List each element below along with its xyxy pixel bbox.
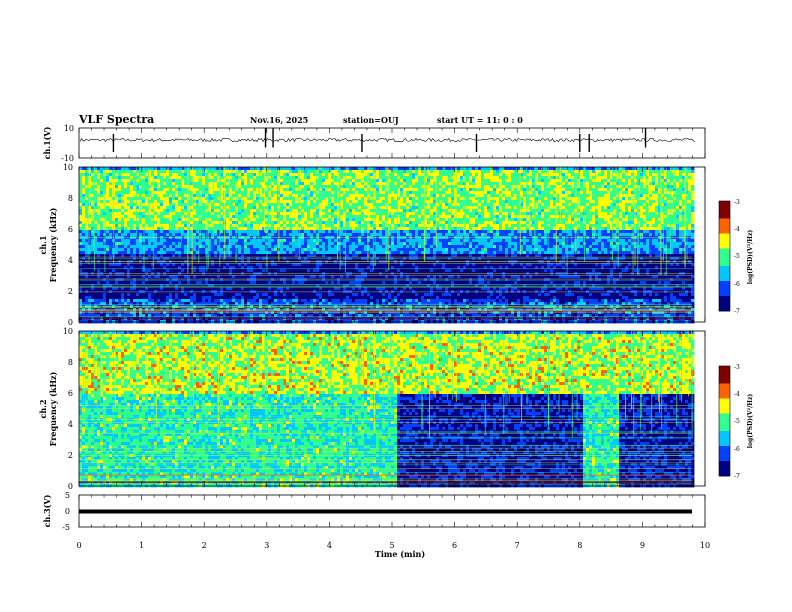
ch3-ytick-bottom: -5 bbox=[62, 523, 70, 532]
ch1-colorbar-frame bbox=[718, 200, 731, 312]
ch2-spectrogram-ylabel: Frequency (kHz) bbox=[48, 371, 58, 446]
ch2-cb-tick-m7: -7 bbox=[734, 473, 740, 480]
ch2-spectrogram-channel-label: ch.2 bbox=[38, 399, 48, 418]
ch3-ytick-top: 5 bbox=[65, 491, 70, 500]
ch1-colorbar-label: log(PSD)(V²/Hz) bbox=[747, 230, 754, 285]
ch2-colorbar: -3 -4 -5 -6 -7 log(PSD)(V²/Hz) bbox=[718, 364, 754, 480]
ch1-ytick-2: 2 bbox=[68, 287, 73, 296]
ch1-ytick-10: 10 bbox=[63, 163, 73, 172]
ch2-ytick-2: 2 bbox=[68, 451, 73, 460]
ch1-spectrogram-image bbox=[79, 167, 695, 324]
xtick-10: 10 bbox=[700, 541, 710, 550]
xtick-2: 2 bbox=[202, 541, 207, 550]
ch1-spikes bbox=[112, 128, 647, 152]
ch1-cb-tick-m3: -3 bbox=[734, 199, 740, 206]
ch2-cb-tick-m4: -4 bbox=[734, 391, 740, 398]
x-tick-marks bbox=[78, 128, 706, 527]
xtick-0: 0 bbox=[76, 541, 81, 550]
ch2-colorbar-label: log(PSD)(V²/Hz) bbox=[747, 394, 754, 449]
ch2-spectrogram-image bbox=[79, 331, 695, 488]
x-axis-label: Time (min) bbox=[375, 549, 425, 559]
ch2-spectrogram-panel: 0 2 4 6 8 10 ch.2 Frequency (kHz) bbox=[38, 327, 706, 491]
ch2-cb-tick-m3: -3 bbox=[734, 364, 740, 371]
ch2-ytick-0: 0 bbox=[68, 482, 73, 491]
xtick-3: 3 bbox=[264, 541, 269, 550]
header-station: station=OUJ bbox=[343, 115, 399, 125]
xtick-5: 5 bbox=[389, 541, 394, 550]
ch1-ytick-bottom: -10 bbox=[61, 154, 74, 163]
ch1-ytick-8: 8 bbox=[68, 194, 73, 203]
ch1-spectrogram-yticks: 0 2 4 6 8 10 bbox=[63, 163, 73, 327]
header-date: Nov.16, 2025 bbox=[250, 115, 308, 125]
ch1-colorbar: -3 -4 -5 -6 -7 log(PSD)(V²/Hz) bbox=[718, 199, 754, 315]
ch1-ytick-top: 10 bbox=[64, 124, 74, 133]
ch1-cb-tick-m4: -4 bbox=[734, 226, 740, 233]
ch2-colorbar-gradient bbox=[719, 366, 730, 477]
ch1-spectrogram-channel-label: ch.1 bbox=[38, 235, 48, 254]
ch2-spectrogram-yticks: 0 2 4 6 8 10 bbox=[63, 327, 73, 491]
ch1-ytick-0: 0 bbox=[68, 318, 73, 327]
ch2-ytick-4: 4 bbox=[68, 420, 73, 429]
ch3-ytick-mid: 0 bbox=[65, 507, 70, 516]
figure-title: VLF Spectra bbox=[78, 113, 154, 126]
ch2-cb-tick-m5: -5 bbox=[734, 418, 740, 425]
ch2-ytick-10: 10 bbox=[63, 327, 73, 336]
ch1-cb-tick-m7: -7 bbox=[734, 308, 740, 315]
xtick-6: 6 bbox=[452, 541, 457, 550]
ch1-ytick-6: 6 bbox=[68, 225, 73, 234]
ch1-ytick-4: 4 bbox=[68, 256, 73, 265]
header-start-time: start UT = 11: 0 : 0 bbox=[437, 115, 523, 125]
xtick-9: 9 bbox=[640, 541, 645, 550]
ch1-cb-tick-m6: -6 bbox=[734, 281, 740, 288]
ch1-waveform-trace bbox=[79, 137, 696, 143]
ch1-colorbar-gradient bbox=[719, 201, 730, 312]
xtick-1: 1 bbox=[139, 541, 144, 550]
ch3-ylabel: ch.3(V) bbox=[42, 494, 52, 527]
ch2-ytick-8: 8 bbox=[68, 358, 73, 367]
xtick-8: 8 bbox=[577, 541, 582, 550]
xtick-4: 4 bbox=[327, 541, 332, 550]
ch1-ylabel: ch.1(V) bbox=[42, 126, 52, 159]
ch1-cb-tick-m5: -5 bbox=[734, 253, 740, 260]
ch1-spectrogram-ylabel: Frequency (kHz) bbox=[48, 207, 58, 282]
ch1-spectrogram-panel: 0 2 4 6 8 10 ch.1 Frequency (kHz) bbox=[38, 163, 706, 327]
ch2-ytick-6: 6 bbox=[68, 389, 73, 398]
x-axis: 0 1 2 3 4 5 6 7 8 9 10 Time (min) bbox=[76, 541, 710, 559]
xtick-7: 7 bbox=[515, 541, 520, 550]
ch2-cb-tick-m6: -6 bbox=[734, 446, 740, 453]
ch2-colorbar-frame bbox=[718, 365, 731, 477]
